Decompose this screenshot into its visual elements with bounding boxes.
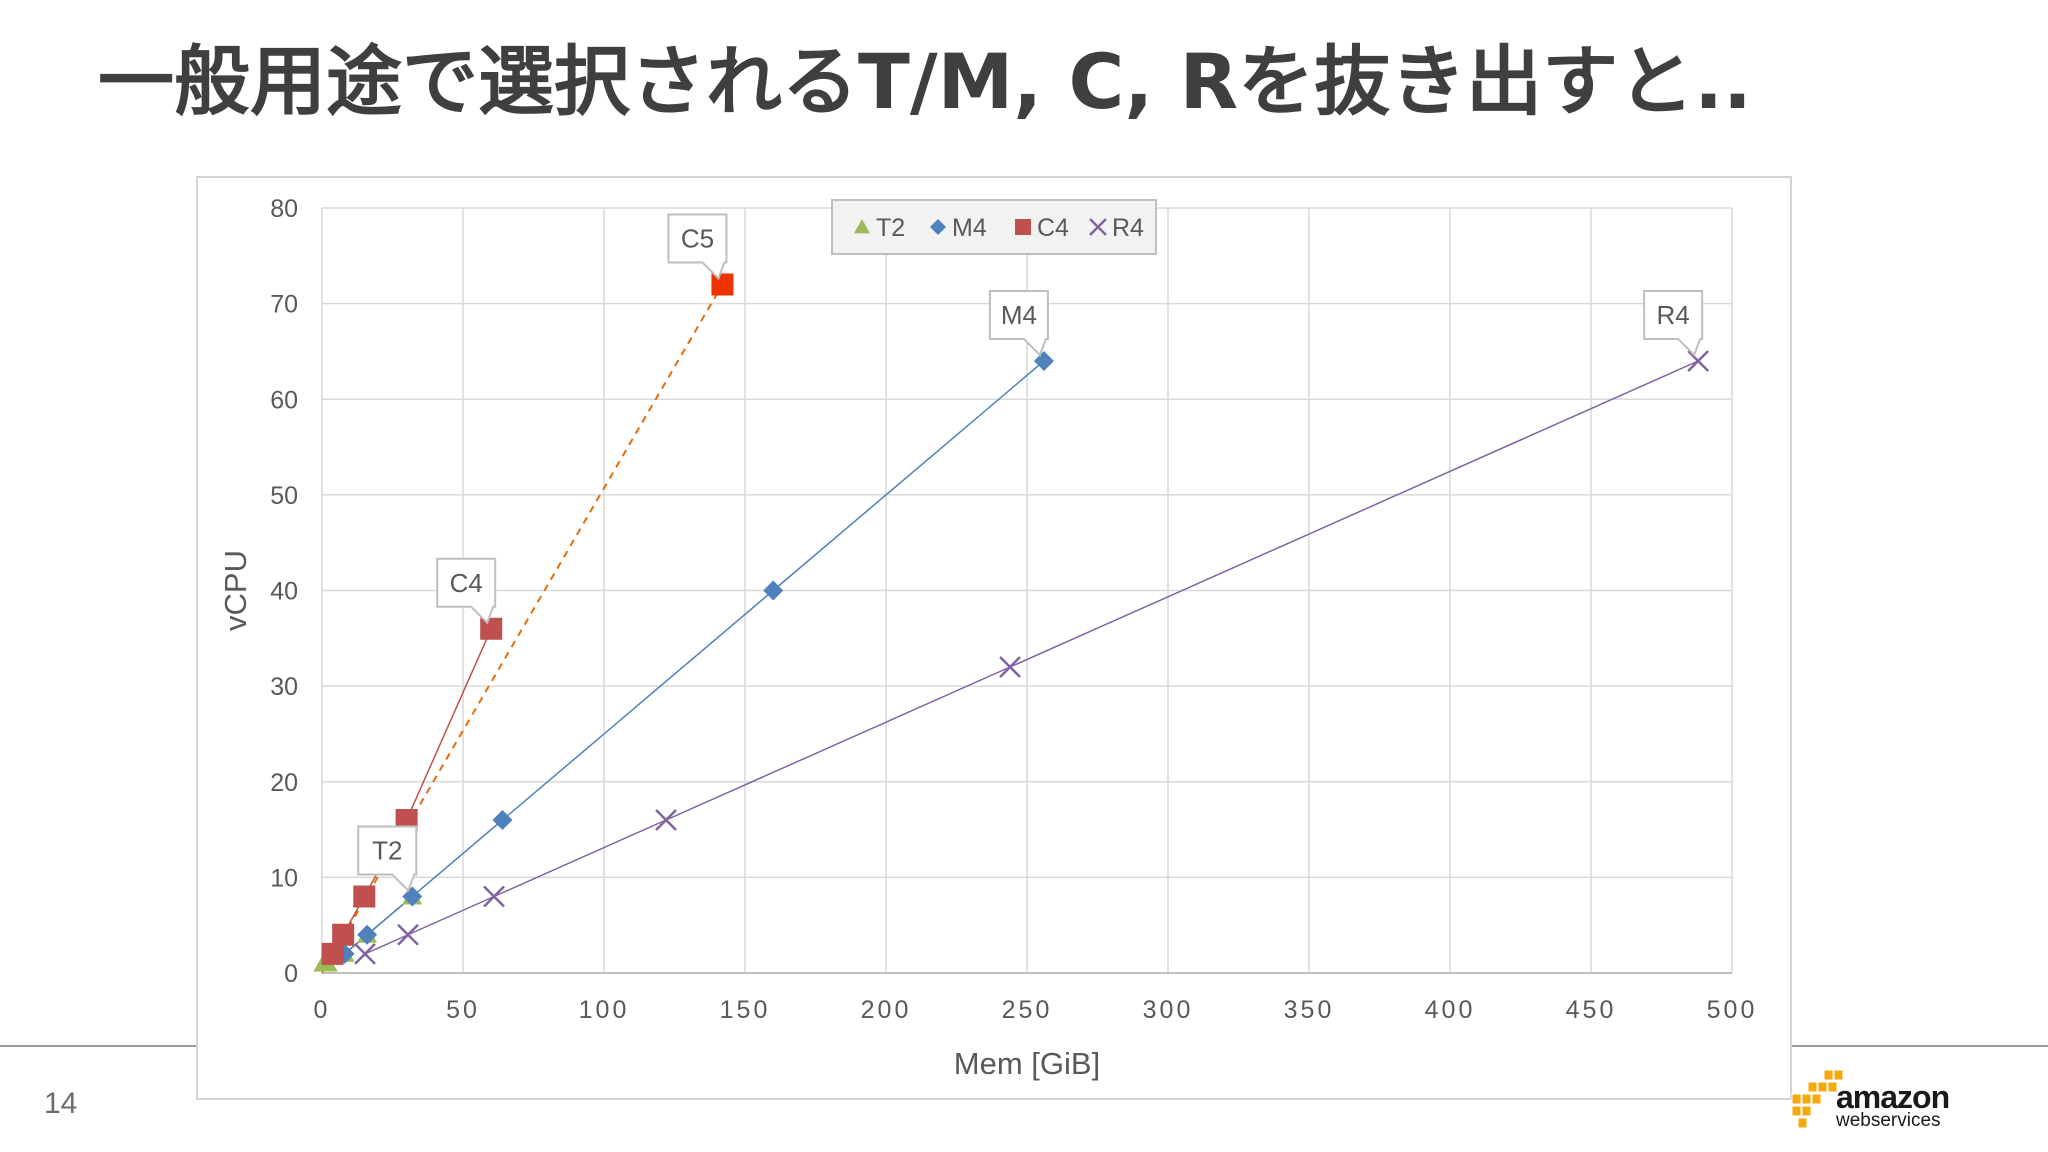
y-tick-label: 40 bbox=[270, 578, 298, 606]
data-point bbox=[480, 617, 503, 640]
legend-marker bbox=[1089, 218, 1107, 236]
x-tick-label: 100 bbox=[579, 996, 630, 1024]
data-point bbox=[321, 942, 344, 965]
legend-marker bbox=[1015, 219, 1031, 235]
y-tick-label: 50 bbox=[270, 482, 298, 510]
x-marker-stroke bbox=[655, 809, 677, 831]
data-point bbox=[1687, 350, 1710, 372]
data-callout: R4 bbox=[1643, 290, 1704, 357]
y-tick-label: 30 bbox=[270, 673, 298, 701]
footer-divider-left bbox=[0, 1045, 196, 1047]
data-point bbox=[711, 273, 734, 296]
y-tick-label: 60 bbox=[270, 386, 298, 414]
x-tick-label: 450 bbox=[1566, 996, 1617, 1024]
callout-box bbox=[436, 557, 497, 625]
callout-box bbox=[1643, 290, 1704, 357]
callout-label: C5 bbox=[681, 224, 714, 254]
x-marker-stroke bbox=[1687, 350, 1710, 372]
y-axis-title: vCPU bbox=[218, 550, 253, 631]
legend-marker bbox=[854, 219, 870, 234]
y-tick-label: 10 bbox=[270, 864, 298, 892]
data-point bbox=[492, 810, 513, 830]
y-tick-label: 0 bbox=[284, 960, 298, 988]
data-point bbox=[763, 580, 784, 601]
scatter-chart: 0 50 100 150 200 250 300 350 400 450 500 0 10 20 30 40 5… bbox=[218, 195, 1758, 1081]
chart-legend bbox=[831, 199, 1157, 255]
data-point bbox=[354, 942, 376, 965]
x-tick-label: 350 bbox=[1284, 996, 1335, 1024]
callout-label: T2 bbox=[372, 836, 402, 866]
callout-label: C4 bbox=[450, 568, 483, 598]
legend-label: R4 bbox=[1112, 214, 1144, 242]
data-point bbox=[655, 809, 677, 831]
x-tick-label: 50 bbox=[446, 996, 480, 1024]
series-line bbox=[364, 360, 1699, 955]
x-tick-label: 200 bbox=[861, 996, 912, 1024]
footer-divider-right bbox=[1792, 1045, 2048, 1047]
callout-box bbox=[667, 213, 728, 281]
aws-logo-text: amazon bbox=[1836, 1079, 1950, 1115]
data-point bbox=[332, 923, 355, 946]
data-callout: C5 bbox=[667, 213, 728, 281]
data-point bbox=[999, 656, 1021, 678]
legend-marker bbox=[930, 219, 946, 235]
data-callout: C4 bbox=[436, 557, 497, 625]
y-tick-label: 80 bbox=[270, 195, 298, 223]
x-tick-label: 500 bbox=[1707, 996, 1758, 1024]
legend-label: C4 bbox=[1037, 214, 1069, 242]
x-tick-label: 0 bbox=[314, 996, 331, 1024]
x-marker-stroke bbox=[354, 942, 376, 965]
callout-label: R4 bbox=[1657, 300, 1690, 330]
x-marker-stroke bbox=[999, 656, 1021, 678]
data-callout: T2 bbox=[357, 825, 418, 893]
data-point bbox=[397, 923, 419, 946]
x-axis-title: Mem [GiB] bbox=[954, 1046, 1100, 1081]
x-tick-label: 400 bbox=[1425, 996, 1476, 1024]
x-tick-label: 150 bbox=[720, 996, 771, 1024]
x-tick-label: 250 bbox=[1002, 996, 1053, 1024]
legend-label: T2 bbox=[876, 214, 905, 242]
aws-logo-subtext: webservices bbox=[1836, 1110, 1941, 1131]
data-point bbox=[1033, 351, 1054, 371]
callout-label: M4 bbox=[1001, 300, 1037, 330]
series-line bbox=[344, 360, 1045, 955]
data-point bbox=[402, 886, 423, 907]
x-marker-stroke bbox=[397, 923, 419, 946]
aws-logo-icon bbox=[1791, 1069, 1844, 1129]
callout-box bbox=[357, 825, 418, 893]
y-tick-label: 70 bbox=[270, 291, 298, 319]
callout-box bbox=[988, 290, 1049, 357]
slide-title: 一般用途で選択されるT/M, C, Rを抜き出すと.. bbox=[98, 37, 1752, 126]
y-tick-label: 20 bbox=[270, 769, 298, 797]
data-point bbox=[357, 924, 378, 945]
x-marker-stroke bbox=[483, 885, 505, 908]
x-marker-stroke bbox=[1089, 218, 1107, 236]
data-point bbox=[353, 885, 376, 908]
page-number: 14 bbox=[44, 1087, 78, 1120]
data-callout: M4 bbox=[988, 290, 1049, 357]
data-point bbox=[483, 885, 505, 908]
legend-label: M4 bbox=[952, 214, 987, 242]
x-tick-label: 300 bbox=[1143, 996, 1194, 1024]
